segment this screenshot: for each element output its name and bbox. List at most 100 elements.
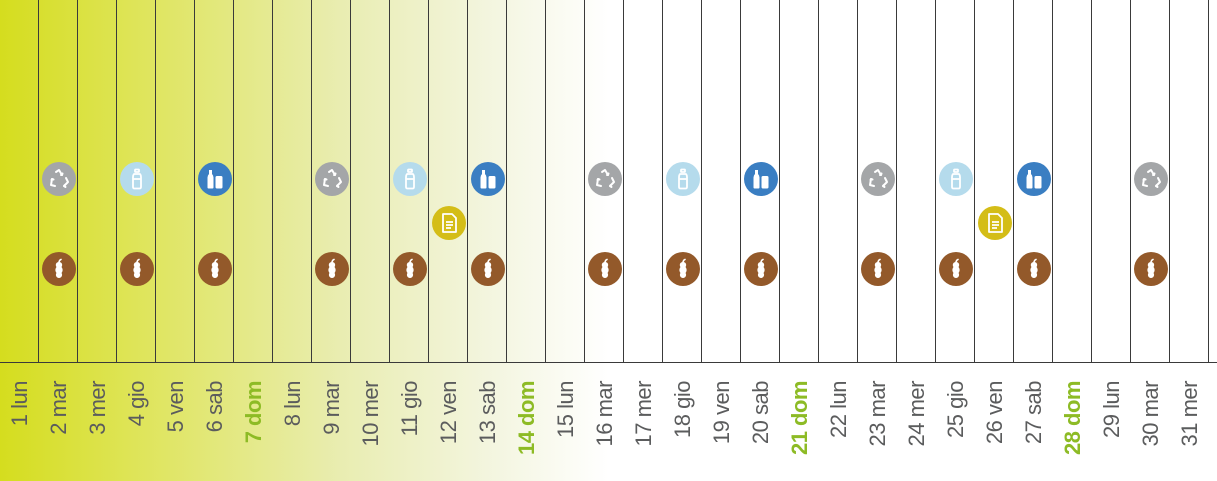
day-label-text: 3 mer [85, 381, 110, 435]
day-label: 24 mer [898, 381, 936, 481]
day-label-text: 31 mer [1177, 381, 1202, 447]
day-column: 19 ven [702, 0, 741, 481]
column-divider [701, 0, 702, 362]
day-label: 6 sab [196, 381, 234, 481]
day-column: 22 lun [819, 0, 858, 481]
sunday-label: 7 dom [235, 381, 273, 481]
day-label: 29 lun [1093, 381, 1131, 481]
recycle-icon [42, 162, 76, 196]
column-divider [233, 0, 234, 362]
column-divider [155, 0, 156, 362]
baseline-divider [0, 362, 1217, 363]
day-label-text: 14 dom [514, 381, 539, 456]
day-column: 21 dom [780, 0, 819, 481]
column-divider [818, 0, 819, 362]
column-divider [584, 0, 585, 362]
day-column: 23 mar [858, 0, 897, 481]
glass-bottle-can-icon [744, 162, 778, 196]
recycle-icon [861, 162, 895, 196]
apple-core-icon [588, 252, 622, 286]
day-label-text: 23 mar [865, 381, 890, 447]
plastic-bottle-icon [393, 162, 427, 196]
day-label: 31 mer [1171, 381, 1209, 481]
day-label: 12 ven [430, 381, 468, 481]
day-label-text: 24 mer [904, 381, 929, 447]
column-divider [116, 0, 117, 362]
column-divider [428, 0, 429, 362]
day-label: 2 mar [40, 381, 78, 481]
column-divider [896, 0, 897, 362]
day-label: 26 ven [976, 381, 1014, 481]
column-divider [1052, 0, 1053, 362]
recycle-icon [315, 162, 349, 196]
apple-core-icon [315, 252, 349, 286]
column-divider [311, 0, 312, 362]
day-label-text: 15 lun [553, 381, 578, 438]
day-column: 16 mar [585, 0, 624, 481]
day-label-text: 13 sab [475, 381, 500, 445]
apple-core-icon [198, 252, 232, 286]
day-label-text: 6 sab [202, 381, 227, 433]
column-divider [1091, 0, 1092, 362]
apple-core-icon [120, 252, 154, 286]
day-label: 4 gio [118, 381, 156, 481]
glass-bottle-can-icon [471, 162, 505, 196]
day-label-text: 17 mer [631, 381, 656, 447]
day-label: 5 ven [157, 381, 195, 481]
day-column: 30 mar [1131, 0, 1170, 481]
day-column: 5 ven [156, 0, 195, 481]
day-column: 20 sab [741, 0, 780, 481]
apple-core-icon [744, 252, 778, 286]
sunday-label: 28 dom [1054, 381, 1092, 481]
day-column: 17 mer [624, 0, 663, 481]
day-column: 11 gio [390, 0, 429, 481]
day-label-text: 9 mar [319, 381, 344, 435]
plastic-bottle-icon [666, 162, 700, 196]
paper-icon [432, 206, 466, 240]
day-label-text: 29 lun [1099, 381, 1124, 438]
day-label: 13 sab [469, 381, 507, 481]
day-label-text: 4 gio [124, 381, 149, 427]
day-label: 10 mer [352, 381, 390, 481]
day-column: 31 mer [1170, 0, 1209, 481]
column-divider [467, 0, 468, 362]
plastic-bottle-icon [120, 162, 154, 196]
glass-bottle-can-icon [1017, 162, 1051, 196]
column-divider [1169, 0, 1170, 362]
sunday-label: 21 dom [781, 381, 819, 481]
day-label-text: 22 lun [826, 381, 851, 438]
day-column: 10 mer [351, 0, 390, 481]
day-label: 18 gio [664, 381, 702, 481]
day-column: 2 mar [39, 0, 78, 481]
day-label-text: 16 mar [592, 381, 617, 447]
day-column: 12 ven [429, 0, 468, 481]
day-column: 26 ven [975, 0, 1014, 481]
day-column: 27 sab [1014, 0, 1053, 481]
day-label: 8 lun [274, 381, 312, 481]
column-divider [623, 0, 624, 362]
day-column: 29 lun [1092, 0, 1131, 481]
day-label-text: 11 gio [397, 381, 422, 437]
day-label-text: 10 mer [358, 381, 383, 447]
day-label-text: 8 lun [280, 381, 305, 427]
column-divider [194, 0, 195, 362]
recycle-icon [1134, 162, 1168, 196]
day-column: 25 gio [936, 0, 975, 481]
day-label: 17 mer [625, 381, 663, 481]
apple-core-icon [471, 252, 505, 286]
day-label-text: 19 ven [709, 381, 734, 445]
day-label: 11 gio [391, 381, 429, 481]
day-label: 19 ven [703, 381, 741, 481]
day-label-text: 21 dom [787, 381, 812, 456]
day-label: 3 mer [79, 381, 117, 481]
day-column: 1 lun [0, 0, 39, 481]
column-divider [974, 0, 975, 362]
day-label-text: 12 ven [436, 381, 461, 445]
column-divider [779, 0, 780, 362]
column-divider [350, 0, 351, 362]
glass-bottle-can-icon [198, 162, 232, 196]
recycle-icon [588, 162, 622, 196]
apple-core-icon [939, 252, 973, 286]
sunday-label: 14 dom [508, 381, 546, 481]
column-divider [857, 0, 858, 362]
